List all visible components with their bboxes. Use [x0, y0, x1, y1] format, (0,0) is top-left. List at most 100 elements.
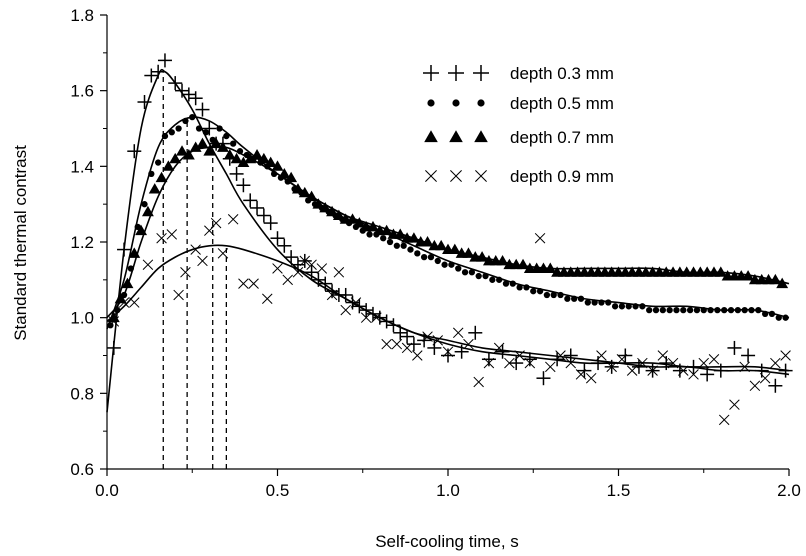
marker-triangle	[714, 266, 727, 277]
marker-plus	[137, 95, 152, 110]
marker-cross	[326, 289, 338, 301]
legend-item: depth 0.5 mm	[427, 94, 614, 113]
marker-cross	[350, 297, 362, 308]
marker-dot	[721, 306, 728, 314]
marker-triangle	[449, 130, 463, 143]
marker-dot	[270, 170, 278, 178]
marker-dot	[427, 99, 435, 107]
marker-dot	[175, 125, 182, 132]
marker-cross	[626, 365, 638, 376]
marker-triangle	[435, 239, 448, 251]
marker-dot	[366, 231, 373, 238]
marker-dot	[452, 99, 460, 107]
marker-plus	[263, 216, 278, 231]
legend-item: depth 0.9 mm	[425, 167, 614, 186]
marker-cross	[504, 357, 515, 369]
marker-dot	[468, 269, 476, 276]
marker-cross	[272, 263, 283, 274]
marker-cross	[616, 354, 628, 365]
marker-dot	[543, 291, 551, 299]
marker-cross	[708, 354, 720, 365]
marker-cross	[129, 297, 140, 308]
y-tick-label: 1.6	[70, 82, 94, 101]
marker-plus	[117, 242, 132, 257]
marker-plus	[727, 340, 742, 355]
marker-plus	[754, 363, 769, 378]
marker-cross	[585, 372, 597, 384]
marker-cross	[493, 342, 505, 354]
marker-dot	[768, 310, 776, 318]
marker-plus	[188, 91, 203, 106]
marker-dot	[639, 303, 646, 310]
marker-dot	[693, 306, 701, 314]
marker-cross	[575, 369, 587, 380]
marker-plus	[311, 272, 326, 287]
marker-plus	[168, 76, 183, 91]
marker-cross	[729, 399, 740, 410]
marker-plus	[509, 356, 524, 371]
marker-dot	[571, 295, 578, 302]
marker-cross	[463, 338, 474, 350]
marker-triangle	[424, 130, 438, 143]
marker-cross	[432, 335, 444, 346]
y-tick-label: 1.2	[70, 233, 94, 252]
marker-plus	[229, 166, 244, 181]
axes: 0.6 0.8 1.0 1.2 1.4 1.6 1.8 0.0 0.5 1.0 1.5 2.0	[70, 6, 800, 500]
marker-dot	[441, 261, 448, 268]
marker-triangle	[210, 137, 223, 149]
marker-dot	[625, 303, 632, 310]
marker-cross	[248, 278, 259, 289]
y-tick-label: 0.6	[70, 460, 94, 479]
marker-dot	[202, 129, 210, 136]
marker-dot	[427, 253, 435, 261]
marker-plus	[473, 65, 489, 81]
marker-dot	[148, 170, 155, 178]
marker-cross	[180, 267, 191, 278]
marker-dot	[598, 299, 605, 306]
marker-dot	[536, 288, 544, 295]
marker-dot	[673, 306, 680, 314]
marker-plus	[175, 83, 190, 98]
marker-triangle	[544, 262, 557, 273]
x-tick-label: 2.0	[777, 481, 801, 500]
marker-triangle	[114, 292, 127, 304]
marker-triangle	[394, 228, 407, 239]
marker-cross	[678, 365, 689, 376]
marker-plus	[345, 295, 360, 310]
marker-dot	[455, 265, 462, 272]
marker-triangle	[107, 311, 120, 323]
legend-item: depth 0.3 mm	[423, 64, 614, 83]
y-tick-label: 0.8	[70, 384, 94, 403]
marker-plus	[441, 348, 455, 363]
marker-dot	[223, 132, 230, 140]
marker-dot	[591, 299, 598, 306]
marker-dot	[523, 284, 530, 291]
marker-cross	[596, 350, 607, 361]
marker-plus	[672, 363, 687, 378]
marker-triangle	[346, 213, 359, 224]
marker-dot	[686, 306, 694, 314]
marker-plus	[304, 265, 319, 280]
marker-dot	[489, 276, 496, 283]
marker-cross	[391, 338, 403, 350]
marker-plus	[290, 257, 305, 272]
marker-dot	[434, 257, 441, 265]
marker-dot	[496, 276, 503, 283]
marker-dot	[761, 310, 769, 318]
marker-dot	[236, 148, 244, 155]
marker-plus	[386, 318, 401, 333]
marker-plus	[277, 238, 292, 253]
marker-dot	[584, 299, 591, 306]
marker-triangle	[121, 277, 134, 289]
legend-label: depth 0.5 mm	[510, 94, 614, 113]
marker-triangle	[196, 137, 209, 149]
marker-cross	[555, 350, 566, 361]
marker-dot	[748, 306, 755, 314]
marker-dot	[727, 306, 735, 314]
marker-cross	[759, 372, 771, 384]
marker-plus	[144, 68, 159, 83]
marker-dot	[618, 303, 626, 310]
marker-plus	[481, 352, 496, 367]
marker-cross	[217, 248, 229, 259]
